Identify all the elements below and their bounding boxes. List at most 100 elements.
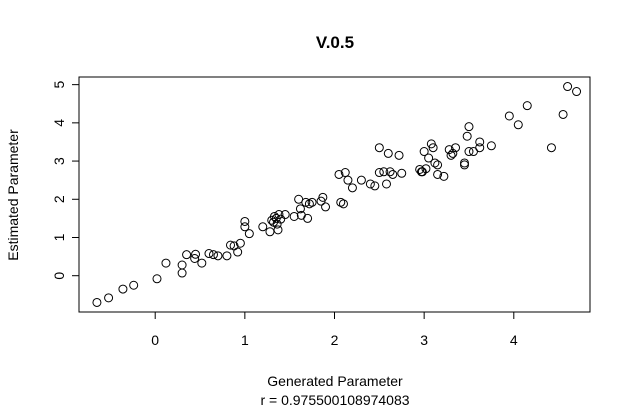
data-point bbox=[522, 101, 532, 111]
data-point bbox=[295, 204, 305, 214]
x-tick-label: 1 bbox=[241, 332, 249, 348]
data-point bbox=[289, 211, 299, 221]
data-point bbox=[464, 122, 474, 132]
y-tick-label: 4 bbox=[51, 119, 67, 127]
data-point bbox=[240, 216, 250, 226]
data-point bbox=[104, 293, 114, 303]
data-point bbox=[208, 250, 218, 260]
data-point bbox=[558, 109, 568, 119]
x-axis-subtitle: r = 0.975500108974083 bbox=[260, 392, 409, 408]
data-point bbox=[269, 211, 279, 221]
data-point bbox=[334, 169, 344, 179]
chart-title: V.0.5 bbox=[316, 33, 354, 52]
data-point bbox=[307, 197, 317, 207]
data-point bbox=[191, 249, 201, 259]
data-point bbox=[459, 160, 469, 170]
data-point bbox=[415, 164, 425, 174]
x-axis: 0 1 2 3 4 bbox=[151, 311, 518, 348]
data-point bbox=[235, 238, 245, 248]
data-point bbox=[388, 169, 398, 179]
data-point bbox=[338, 199, 348, 209]
x-axis-label: Generated Parameter bbox=[267, 373, 403, 389]
data-point bbox=[318, 192, 328, 202]
data-point bbox=[464, 147, 474, 157]
data-point bbox=[448, 148, 458, 158]
data-point bbox=[276, 214, 286, 224]
data-point bbox=[304, 199, 314, 209]
y-tick-label: 2 bbox=[51, 195, 67, 203]
data-point bbox=[233, 247, 243, 257]
data-point bbox=[177, 260, 187, 270]
data-point bbox=[383, 148, 393, 158]
data-point bbox=[343, 175, 353, 185]
data-point bbox=[190, 254, 200, 264]
data-point bbox=[430, 158, 440, 168]
plot-frame bbox=[78, 76, 591, 313]
data-point bbox=[439, 171, 449, 181]
data-point bbox=[226, 240, 236, 250]
data-point bbox=[222, 251, 232, 261]
data-point bbox=[265, 227, 275, 237]
x-tick-label: 0 bbox=[151, 332, 159, 348]
data-point bbox=[374, 143, 384, 153]
y-tick-label: 3 bbox=[51, 157, 67, 165]
data-point bbox=[213, 251, 223, 261]
data-point bbox=[152, 274, 162, 284]
data-point bbox=[546, 143, 556, 153]
data-point bbox=[370, 181, 380, 191]
data-point bbox=[504, 111, 514, 121]
data-point bbox=[379, 167, 389, 177]
data-point bbox=[572, 87, 582, 97]
data-point bbox=[129, 280, 139, 290]
data-point bbox=[92, 297, 102, 307]
data-point bbox=[397, 168, 407, 178]
data-point bbox=[356, 175, 366, 185]
x-tick-label: 2 bbox=[331, 332, 339, 348]
data-point bbox=[336, 197, 346, 207]
data-point bbox=[365, 179, 375, 189]
y-axis-label: Estimated Parameter bbox=[5, 129, 21, 261]
data-point bbox=[563, 82, 573, 92]
data-point bbox=[462, 131, 472, 141]
y-tick-label: 1 bbox=[51, 233, 67, 241]
data-points bbox=[92, 82, 582, 307]
data-point bbox=[274, 210, 284, 220]
data-point bbox=[204, 249, 214, 259]
data-point bbox=[258, 222, 268, 232]
data-point bbox=[347, 183, 357, 193]
y-axis: 0 1 2 3 4 5 bbox=[51, 81, 80, 280]
x-tick-label: 4 bbox=[510, 332, 518, 348]
data-point bbox=[182, 250, 192, 260]
data-point bbox=[280, 210, 290, 220]
data-point bbox=[394, 150, 404, 160]
data-point bbox=[421, 164, 431, 174]
data-point bbox=[374, 168, 384, 178]
data-point bbox=[428, 143, 438, 153]
data-point bbox=[433, 160, 443, 170]
data-point bbox=[177, 268, 187, 278]
data-point bbox=[273, 225, 283, 235]
y-tick-label: 5 bbox=[51, 81, 67, 89]
data-point bbox=[486, 141, 496, 151]
data-point bbox=[303, 213, 313, 223]
data-point bbox=[381, 179, 391, 189]
data-point bbox=[419, 147, 429, 157]
data-point bbox=[513, 120, 523, 130]
data-point bbox=[433, 169, 443, 179]
data-point bbox=[385, 167, 395, 177]
data-point bbox=[118, 284, 128, 294]
data-point bbox=[197, 258, 207, 268]
data-point bbox=[161, 258, 171, 268]
data-point bbox=[475, 137, 485, 147]
data-point bbox=[321, 202, 331, 212]
data-point bbox=[475, 143, 485, 153]
data-point bbox=[451, 143, 461, 153]
data-point bbox=[244, 229, 254, 239]
data-point bbox=[340, 168, 350, 178]
x-tick-label: 3 bbox=[420, 332, 428, 348]
data-point bbox=[240, 222, 250, 232]
data-point bbox=[424, 153, 434, 163]
y-tick-label: 0 bbox=[51, 272, 67, 280]
data-point bbox=[446, 150, 456, 160]
